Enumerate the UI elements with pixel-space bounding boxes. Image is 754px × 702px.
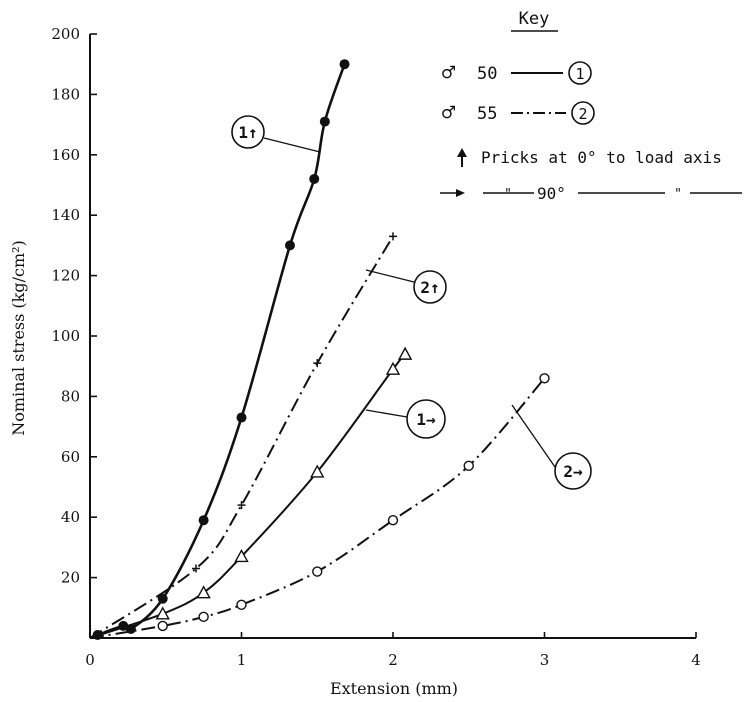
callout-circle-4 <box>554 452 592 490</box>
y-tick-label: 80 <box>61 387 80 405</box>
data-point-series-1 <box>284 240 295 251</box>
legend-pricks-0-text: Pricks at 0° to load axis <box>481 148 722 167</box>
data-point-series-3 <box>397 346 413 360</box>
x-tick-label: 3 <box>540 651 550 669</box>
y-axis-label: Nominal stress (kg/cm²) <box>9 240 28 436</box>
callout-circle-3 <box>406 399 446 439</box>
data-point-series-3 <box>196 585 211 599</box>
legend-entry-1-number: 1 <box>575 65 584 83</box>
data-point-series-2 <box>192 564 201 573</box>
series-callouts: 1↑ 2↑ 1→ 2→ <box>231 115 592 490</box>
data-point-series-1 <box>125 623 136 634</box>
data-point-series-3 <box>234 548 249 563</box>
data-point-series-4 <box>236 599 247 610</box>
x-tick-label: 2 <box>388 651 398 669</box>
data-point-series-2 <box>313 359 322 368</box>
male-symbol-icon: ♂ <box>442 61 456 86</box>
legend-entry-2-circle <box>571 101 595 125</box>
data-point-series-1 <box>319 116 330 127</box>
curves <box>89 63 546 640</box>
legend-title: Key <box>519 9 550 29</box>
legend-entry-2-number: 2 <box>578 105 587 123</box>
data-point-series-3 <box>310 464 325 478</box>
callout-circle-2 <box>413 270 447 304</box>
legend-entry-1-text: 50 <box>477 64 497 84</box>
data-point-series-4 <box>157 620 168 632</box>
callout-label-1: 1↑ <box>238 123 257 142</box>
y-tick-label: 140 <box>51 206 80 224</box>
data-point-series-3 <box>385 361 401 375</box>
callout-leader-4 <box>511 404 556 468</box>
axes: 0 1 2 3 4 20 40 60 80 100 120 140 160 180 200 <box>51 25 700 669</box>
legend-key: Key ♂ 50 1 ♂ 55 2 Pricks at 0° to load a… <box>440 9 742 203</box>
y-tick-label: 120 <box>51 267 80 285</box>
data-point-series-4 <box>312 566 323 577</box>
data-point-series-4 <box>463 460 474 472</box>
callout-label-4: 2→ <box>563 462 583 481</box>
y-tick-label: 40 <box>61 508 80 526</box>
data-point-series-2 <box>389 232 397 241</box>
male-symbol-icon: ♂ <box>442 101 456 126</box>
data-point-series-4 <box>539 373 550 384</box>
legend-entry-1-circle <box>568 61 592 85</box>
x-tick-label: 1 <box>237 651 247 669</box>
legend-pricks-90-text: 90° <box>537 184 566 203</box>
arrow-right-icon <box>440 189 465 197</box>
y-tick-label: 100 <box>51 327 80 345</box>
callout-circle-1 <box>231 115 265 149</box>
x-tick-label: 4 <box>691 651 701 669</box>
data-point-series-1 <box>118 620 129 631</box>
legend-entry-2-text: 55 <box>477 104 497 124</box>
y-tick-label: 160 <box>51 146 80 164</box>
arrow-up-icon <box>457 148 467 167</box>
y-tick-label: 60 <box>61 448 80 466</box>
data-point-series-2 <box>237 501 246 510</box>
callout-leader-1 <box>263 137 321 153</box>
data-markers <box>92 59 550 640</box>
callout-leader-3 <box>365 409 408 418</box>
data-point-series-3 <box>155 606 170 620</box>
data-point-series-4 <box>387 515 399 526</box>
legend-ditto-mark-2: " <box>674 187 682 202</box>
y-tick-label: 180 <box>51 85 80 103</box>
callout-leader-2 <box>365 269 415 283</box>
data-point-series-4 <box>198 611 209 623</box>
series-line-1 <box>89 63 346 640</box>
data-point-series-1 <box>236 412 247 423</box>
data-point-series-1 <box>339 59 350 70</box>
x-axis-label: Extension (mm) <box>330 679 458 698</box>
data-point-series-1 <box>92 629 103 640</box>
y-tick-label: 200 <box>51 25 80 43</box>
callout-label-2: 2↑ <box>420 278 439 297</box>
data-point-series-1 <box>157 593 168 604</box>
y-tick-label: 20 <box>61 569 80 587</box>
data-point-series-1 <box>198 515 209 526</box>
data-point-series-1 <box>309 173 320 184</box>
x-tick-label: 0 <box>85 651 95 669</box>
callout-label-3: 1→ <box>416 410 436 429</box>
legend-ditto-mark-1: " <box>504 187 512 202</box>
series-line-2 <box>89 235 394 639</box>
